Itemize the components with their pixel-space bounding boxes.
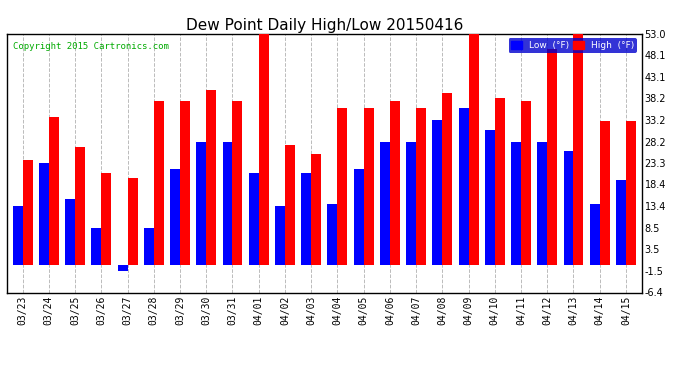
Bar bbox=[590, 204, 600, 265]
Bar bbox=[259, 34, 268, 265]
Bar bbox=[354, 169, 364, 265]
Legend: Low  (°F), High  (°F): Low (°F), High (°F) bbox=[509, 38, 637, 53]
Bar bbox=[302, 173, 311, 265]
Bar bbox=[275, 206, 285, 265]
Bar bbox=[538, 142, 547, 265]
Text: Copyright 2015 Cartronics.com: Copyright 2015 Cartronics.com bbox=[13, 42, 169, 51]
Bar bbox=[154, 101, 164, 265]
Bar bbox=[573, 34, 584, 265]
Bar bbox=[380, 142, 390, 265]
Bar bbox=[144, 228, 154, 265]
Bar bbox=[521, 101, 531, 265]
Title: Dew Point Daily High/Low 20150416: Dew Point Daily High/Low 20150416 bbox=[186, 18, 463, 33]
Bar bbox=[206, 90, 216, 265]
Bar bbox=[626, 121, 636, 265]
Bar bbox=[249, 173, 259, 265]
Bar bbox=[416, 108, 426, 265]
Bar bbox=[511, 142, 521, 265]
Bar bbox=[547, 49, 558, 265]
Bar bbox=[12, 206, 23, 265]
Bar bbox=[442, 93, 453, 265]
Bar bbox=[222, 142, 233, 265]
Bar bbox=[564, 152, 573, 265]
Bar bbox=[433, 120, 442, 265]
Bar bbox=[101, 173, 111, 265]
Bar bbox=[495, 98, 505, 265]
Bar bbox=[390, 101, 400, 265]
Bar bbox=[117, 265, 128, 271]
Bar bbox=[49, 117, 59, 265]
Bar bbox=[170, 169, 180, 265]
Bar bbox=[469, 34, 479, 265]
Bar bbox=[180, 101, 190, 265]
Bar bbox=[311, 153, 321, 265]
Bar bbox=[285, 145, 295, 265]
Bar bbox=[65, 199, 75, 265]
Bar bbox=[128, 177, 137, 265]
Bar bbox=[233, 101, 242, 265]
Bar bbox=[600, 121, 610, 265]
Bar bbox=[328, 204, 337, 265]
Bar bbox=[23, 160, 32, 265]
Bar bbox=[406, 142, 416, 265]
Bar bbox=[337, 108, 347, 265]
Bar bbox=[364, 108, 373, 265]
Bar bbox=[616, 180, 626, 265]
Bar bbox=[39, 163, 49, 265]
Bar bbox=[485, 130, 495, 265]
Bar bbox=[75, 147, 85, 265]
Bar bbox=[459, 108, 469, 265]
Bar bbox=[196, 142, 206, 265]
Bar bbox=[91, 228, 101, 265]
